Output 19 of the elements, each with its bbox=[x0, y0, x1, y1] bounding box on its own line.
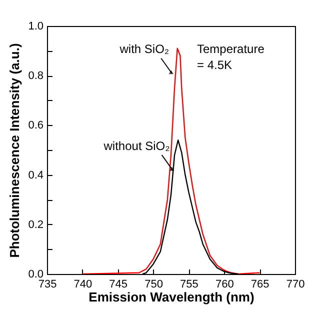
y-tick-label: 0.6 bbox=[28, 120, 44, 132]
annotation: Temperature = 4.5K bbox=[197, 42, 265, 72]
x-tick-label: 740 bbox=[74, 278, 92, 290]
x-tick-label: 750 bbox=[144, 278, 163, 290]
x-tick-label: 760 bbox=[215, 278, 234, 290]
y-tick-label: 0.8 bbox=[28, 70, 44, 82]
x-tick-label: 745 bbox=[109, 278, 128, 290]
y-tick-label: 0.0 bbox=[28, 268, 44, 280]
annotation: without SiO₂ bbox=[102, 138, 170, 153]
y-tick-label: 0.2 bbox=[28, 218, 44, 231]
x-tick-label: 755 bbox=[180, 278, 198, 290]
x-tick-label: 765 bbox=[250, 278, 270, 290]
x-tick-label: 770 bbox=[286, 278, 305, 290]
x-axis-title: Emission Wavelength (nm) bbox=[88, 290, 254, 304]
y-tick-label: 0.4 bbox=[28, 169, 44, 182]
y-tick-label: 1.0 bbox=[28, 20, 44, 32]
annotation: with SiO₂ bbox=[118, 42, 170, 56]
y-axis-title: Photoluminescence Intensity (a.u.) bbox=[7, 43, 22, 258]
x-tick-label: 735 bbox=[38, 278, 57, 290]
